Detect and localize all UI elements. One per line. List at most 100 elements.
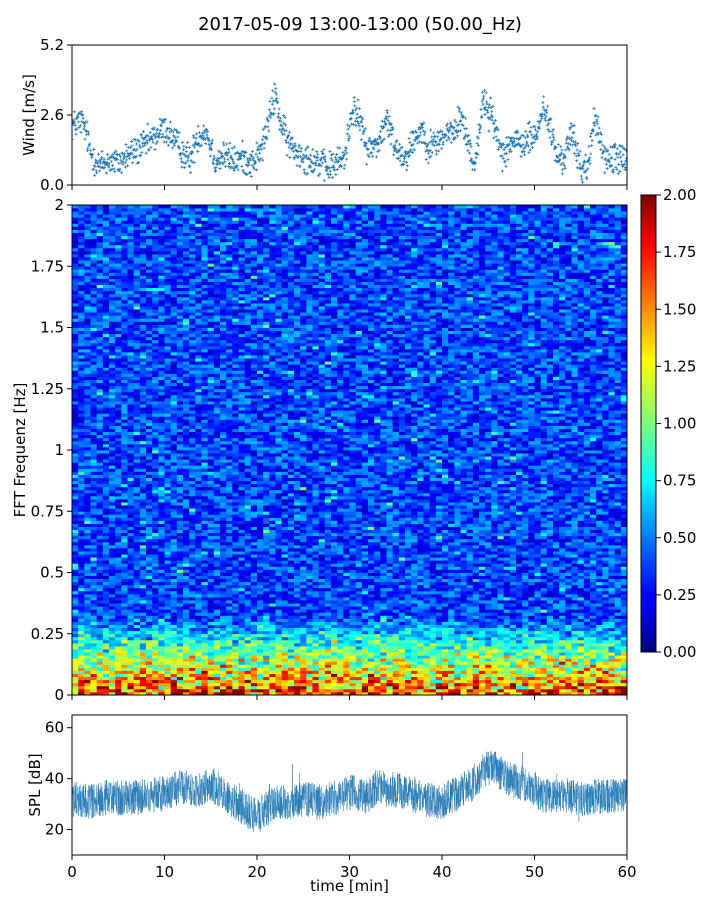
spectrogram-cell [460,685,468,690]
spectrogram-cell [84,618,91,622]
spectrogram-cell [164,624,172,629]
spectrogram-cell [152,624,159,629]
spectrogram-cell [324,661,332,665]
spectrogram-cell [232,679,239,684]
spectrogram-cell [324,630,332,635]
spectrogram-cell [90,593,98,598]
spectrogram-cell [269,642,276,647]
spectrogram-cell [207,597,215,601]
spectrogram-cell [448,572,455,576]
spectrogram-cell [127,584,135,589]
spectrogram-cell [398,649,406,653]
spectrogram-cell [164,572,172,576]
spectrogram-cell [337,658,344,662]
spectrogram-cell [491,682,498,687]
spectrogram-cell [516,590,523,595]
spectrogram-cell [109,624,116,629]
spectrogram-cell [368,646,375,650]
spectrogram-cell [78,652,85,656]
spectrogram-cell [620,618,628,622]
spectrogram-cell [386,649,394,653]
spectrogram-cell [244,676,252,681]
spectrogram-cell [158,627,165,632]
spectrogram-cell [257,685,264,690]
spectrogram-cell [176,649,184,653]
spectrogram-cell [201,633,209,638]
spectrogram-cell [201,646,209,650]
spectrogram-cell [540,609,548,613]
spectrogram-cell [281,618,289,622]
spectrogram-cell [244,618,252,622]
spectrogram-cell [386,612,394,616]
spectrogram-cell [318,621,326,625]
spectrogram-cell [189,655,196,659]
spectrogram-cell [497,609,505,613]
spectrogram-cell [170,600,178,604]
spectrogram-cell [250,636,258,641]
spectrogram-cell [226,603,233,607]
spectrogram-cell [516,652,523,656]
spectrogram-cell [534,609,542,613]
spectrogram-cell [349,685,357,690]
spectrogram-cell [158,606,165,610]
spectrogram-cell [479,581,486,586]
spectrogram-cell [466,679,474,684]
spectrogram-cell [361,667,369,671]
wind-point [256,155,260,159]
spectrogram-cell [405,575,412,580]
spectrogram-cell [207,679,215,684]
spectrogram-cell [571,630,579,635]
spectrogram-cell [602,664,609,668]
spectrogram-cell [528,618,535,622]
spectrogram-cell [84,572,91,576]
spectrogram-cell [294,670,301,674]
spectrogram-cell [460,615,468,619]
spectrogram-cell [565,621,572,625]
spectrogram-cell [479,655,486,659]
spectrogram-cell [534,682,542,687]
spectrogram-cell [90,600,98,604]
spectrogram-cell [528,679,535,684]
spectrogram-cell [454,597,461,601]
spectrogram-cell [324,597,332,601]
spectrogram-cell [146,682,153,687]
spectrogram-cell [195,590,202,595]
spectrogram-cell [491,670,498,674]
spectrogram-cell [608,621,616,625]
spectrogram-cell [195,636,202,641]
spectrogram-cell [300,633,307,638]
spectrogram-cell [109,646,116,650]
spectrogram-cell [294,597,301,601]
spectrogram-cell [331,649,338,653]
spectrogram-cell [405,685,412,690]
spectrogram-cell [139,612,147,616]
spectrogram-cell [534,652,542,656]
spectrogram-cell [417,639,424,644]
spectrogram-cell [608,664,616,668]
spectrogram-cell [102,618,110,622]
spectrogram-cell [281,590,289,595]
spectrogram-cell [355,688,363,693]
spectrogram-cell [115,655,122,659]
spectrogram-cell [287,609,295,613]
spectrogram-cell [275,658,283,662]
spectrogram-cell [528,652,535,656]
wind-point [118,153,122,157]
spectrogram-cell [244,587,252,592]
wind-point [176,135,180,139]
spectrogram-cell [398,587,406,592]
spectrogram-cell [133,624,141,629]
spectrogram-cell [583,688,591,693]
spectrogram-cell [429,688,437,693]
spectrogram-cell [361,664,369,668]
spectrogram-cell [287,584,295,589]
spectrogram-cell [571,627,579,632]
spectrogram-cell [361,646,369,650]
spectrogram-cell [602,679,609,684]
wind-point [245,172,249,176]
spectrogram-cell [244,578,252,583]
spectrogram-cell [287,688,295,693]
spectrogram-cell [546,636,554,641]
spectrogram-cell [374,688,381,693]
spectrogram-cell [109,667,116,671]
